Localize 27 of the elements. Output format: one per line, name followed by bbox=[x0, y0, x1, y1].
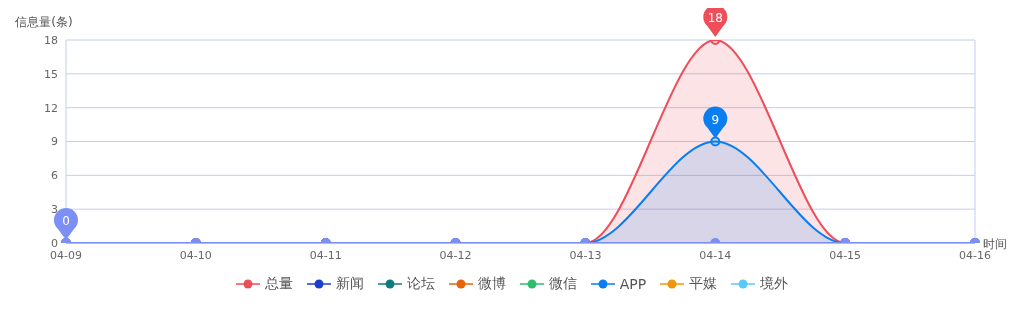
legend-label: 平媒 bbox=[689, 275, 718, 293]
legend-label: 新闻 bbox=[335, 275, 364, 293]
y-tick-label: 3 bbox=[51, 203, 58, 217]
annotation: 9 bbox=[711, 112, 720, 127]
x-tick-label: 04-11 bbox=[309, 248, 342, 262]
x-tick-label: 04-15 bbox=[829, 248, 862, 262]
annotation: 0 bbox=[62, 214, 70, 228]
y-tick-label: 9 bbox=[51, 135, 58, 149]
y-tick-label: 18 bbox=[44, 33, 58, 47]
legend-label: 论坛 bbox=[406, 275, 435, 293]
annotation: 18 bbox=[707, 11, 723, 25]
legend-label: 微博 bbox=[477, 275, 506, 293]
x-tick-label: 04-13 bbox=[569, 248, 602, 262]
y-axis-title: 信息量(条) bbox=[15, 15, 73, 29]
y-tick-label: 0 bbox=[51, 236, 58, 250]
x-tick-label: 04-12 bbox=[439, 248, 472, 262]
point bbox=[710, 136, 721, 147]
legend-label: 总量 bbox=[264, 275, 293, 293]
legend-label: 微信 bbox=[548, 275, 577, 293]
legend-label: 境外 bbox=[760, 275, 789, 293]
x-tick-label: 04-14 bbox=[699, 248, 732, 262]
legend-label: APP bbox=[619, 276, 647, 292]
x-tick-label: 04-09 bbox=[50, 248, 82, 262]
x-tick-label: 04-10 bbox=[179, 248, 212, 262]
y-tick-label: 15 bbox=[44, 67, 58, 81]
y-tick-label: 6 bbox=[51, 169, 58, 183]
y-tick-label: 12 bbox=[44, 101, 58, 115]
